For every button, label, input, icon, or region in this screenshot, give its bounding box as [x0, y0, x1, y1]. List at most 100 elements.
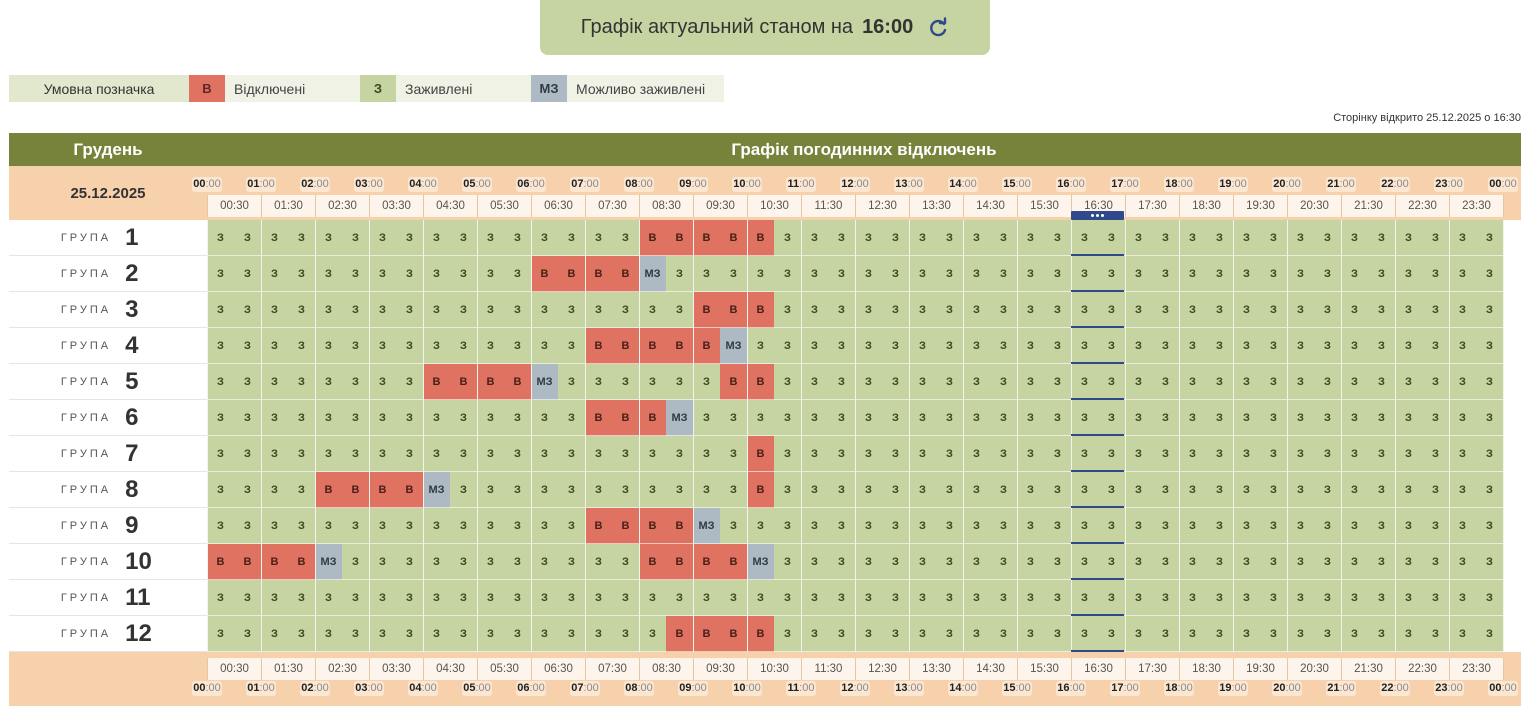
slot-cell: З [1071, 616, 1098, 652]
slot-cell: З [1206, 616, 1233, 652]
slot-cell: З [1071, 544, 1098, 580]
slot-cell: З [1071, 472, 1098, 508]
slot-cell: З [909, 472, 936, 508]
slot-cell: З [1098, 472, 1125, 508]
slot-cell: З [450, 580, 477, 616]
refresh-icon[interactable] [927, 16, 949, 39]
slot-cell: З [1422, 580, 1449, 616]
hour-label-minutes: :00 [907, 178, 923, 190]
hour-tick [1341, 195, 1342, 217]
slot-cell: З [1152, 220, 1179, 256]
slot-cell: З [1098, 508, 1125, 544]
slot-cell: З [558, 508, 585, 544]
slot-cell: З [639, 580, 666, 616]
hour-label: 08:00 [624, 177, 654, 192]
slot-cell: З [909, 508, 936, 544]
slot-cell: З [1395, 472, 1422, 508]
slot-cell: З [909, 580, 936, 616]
slot-cell: З [531, 580, 558, 616]
slot-cell: В [639, 220, 666, 256]
slot-cell: З [666, 580, 693, 616]
slot-cell: З [450, 436, 477, 472]
group-number: 7 [125, 439, 139, 467]
slot-cell: З [1152, 364, 1179, 400]
slot-cell: З [855, 292, 882, 328]
group-number: 11 [125, 583, 151, 611]
slot-cell: З [1260, 544, 1287, 580]
slot-cell: З [1368, 256, 1395, 292]
slot-cell: З [1017, 544, 1044, 580]
slot-cell: З [909, 616, 936, 652]
slot-cell: В [747, 292, 774, 328]
slot-cell: З [288, 400, 315, 436]
slot-cell: З [477, 580, 504, 616]
slot-cell: З [504, 472, 531, 508]
time-strip-bottom: 00:00 01:00 02:00 03:00 04:00 05:00 06:00 07:00… [9, 652, 1521, 706]
slot-cell: З [504, 508, 531, 544]
hour-tick [585, 195, 586, 217]
slot-cell: З [1476, 616, 1503, 652]
slot-cell: З [1044, 616, 1071, 652]
hour-label: 11:00 [786, 177, 816, 192]
slot-cell: З [936, 544, 963, 580]
slot-cell: З [1152, 328, 1179, 364]
slot-cell: З [1152, 436, 1179, 472]
slot-cell: З [234, 292, 261, 328]
slot-cell: З [1314, 400, 1341, 436]
hour-separator [261, 220, 262, 652]
slot-cell: З [882, 328, 909, 364]
slot-cell: З [1368, 508, 1395, 544]
slot-cell: З [1179, 472, 1206, 508]
current-slot-line [1071, 614, 1124, 616]
slot-cell: З [423, 544, 450, 580]
slot-cell: З [261, 364, 288, 400]
slot-cell: З [666, 364, 693, 400]
slot-cell: МЗ [693, 508, 720, 544]
slot-cell: З [1206, 220, 1233, 256]
slot-cell: З [369, 508, 396, 544]
hour-label: 20:00 [1272, 177, 1302, 192]
hour-label-minutes: :00 [1447, 178, 1463, 190]
slot-cell: МЗ [639, 256, 666, 292]
hour-label-hour: 18 [1165, 682, 1178, 694]
group-row: ГРУПА 8 З З З З В В В В МЗ З З З З З З З З З З З В З З З З З З З З З З З З… [9, 472, 1521, 508]
hour-label-minutes: :00 [853, 178, 869, 190]
slot-cell: З [693, 472, 720, 508]
slot-cell: З [882, 616, 909, 652]
group-row: ГРУПА 1 З З З З З З З З З З З З З З З З В В В В В З З З З З З З З З З З З З… [9, 220, 1521, 256]
hour-tick [531, 195, 532, 217]
slot-cell: З [531, 472, 558, 508]
slot-cell: З [396, 328, 423, 364]
slot-cell: МЗ [315, 544, 342, 580]
slot-cell: З [1449, 292, 1476, 328]
slot-cell: В [639, 328, 666, 364]
hour-label-hour: 05 [463, 682, 476, 694]
hour-tick [315, 658, 316, 680]
slot-cell: З [423, 220, 450, 256]
slot-cell: З [1368, 472, 1395, 508]
slot-cell: З [1314, 220, 1341, 256]
hour-label: 11:00 [786, 681, 816, 696]
slot-cell: З [882, 400, 909, 436]
hour-label-hour: 03 [355, 682, 368, 694]
slot-cell: З [774, 544, 801, 580]
group-row: ГРУПА 2 З З З З З З З З З З З З В В В В МЗ З З З З З З З З З З З З З З З З… [9, 256, 1521, 292]
hour-label-hour: 14 [949, 178, 962, 190]
hour-tick [585, 658, 586, 680]
slot-cell: З [1260, 436, 1287, 472]
slot-cell: З [288, 328, 315, 364]
hour-separator [585, 220, 586, 652]
slot-cell: З [315, 400, 342, 436]
slot-cell: З [1179, 544, 1206, 580]
slot-cell: З [801, 400, 828, 436]
slot-cell: З [558, 472, 585, 508]
hour-separator [855, 220, 856, 652]
hour-tick [963, 658, 964, 680]
slot-cell: З [1233, 364, 1260, 400]
slot-cell: З [1422, 364, 1449, 400]
slot-cell: З [1017, 508, 1044, 544]
slot-cell: В [720, 616, 747, 652]
slot-cell: З [963, 508, 990, 544]
hour-label: 01:00 [246, 681, 276, 696]
slot-cell: З [963, 328, 990, 364]
